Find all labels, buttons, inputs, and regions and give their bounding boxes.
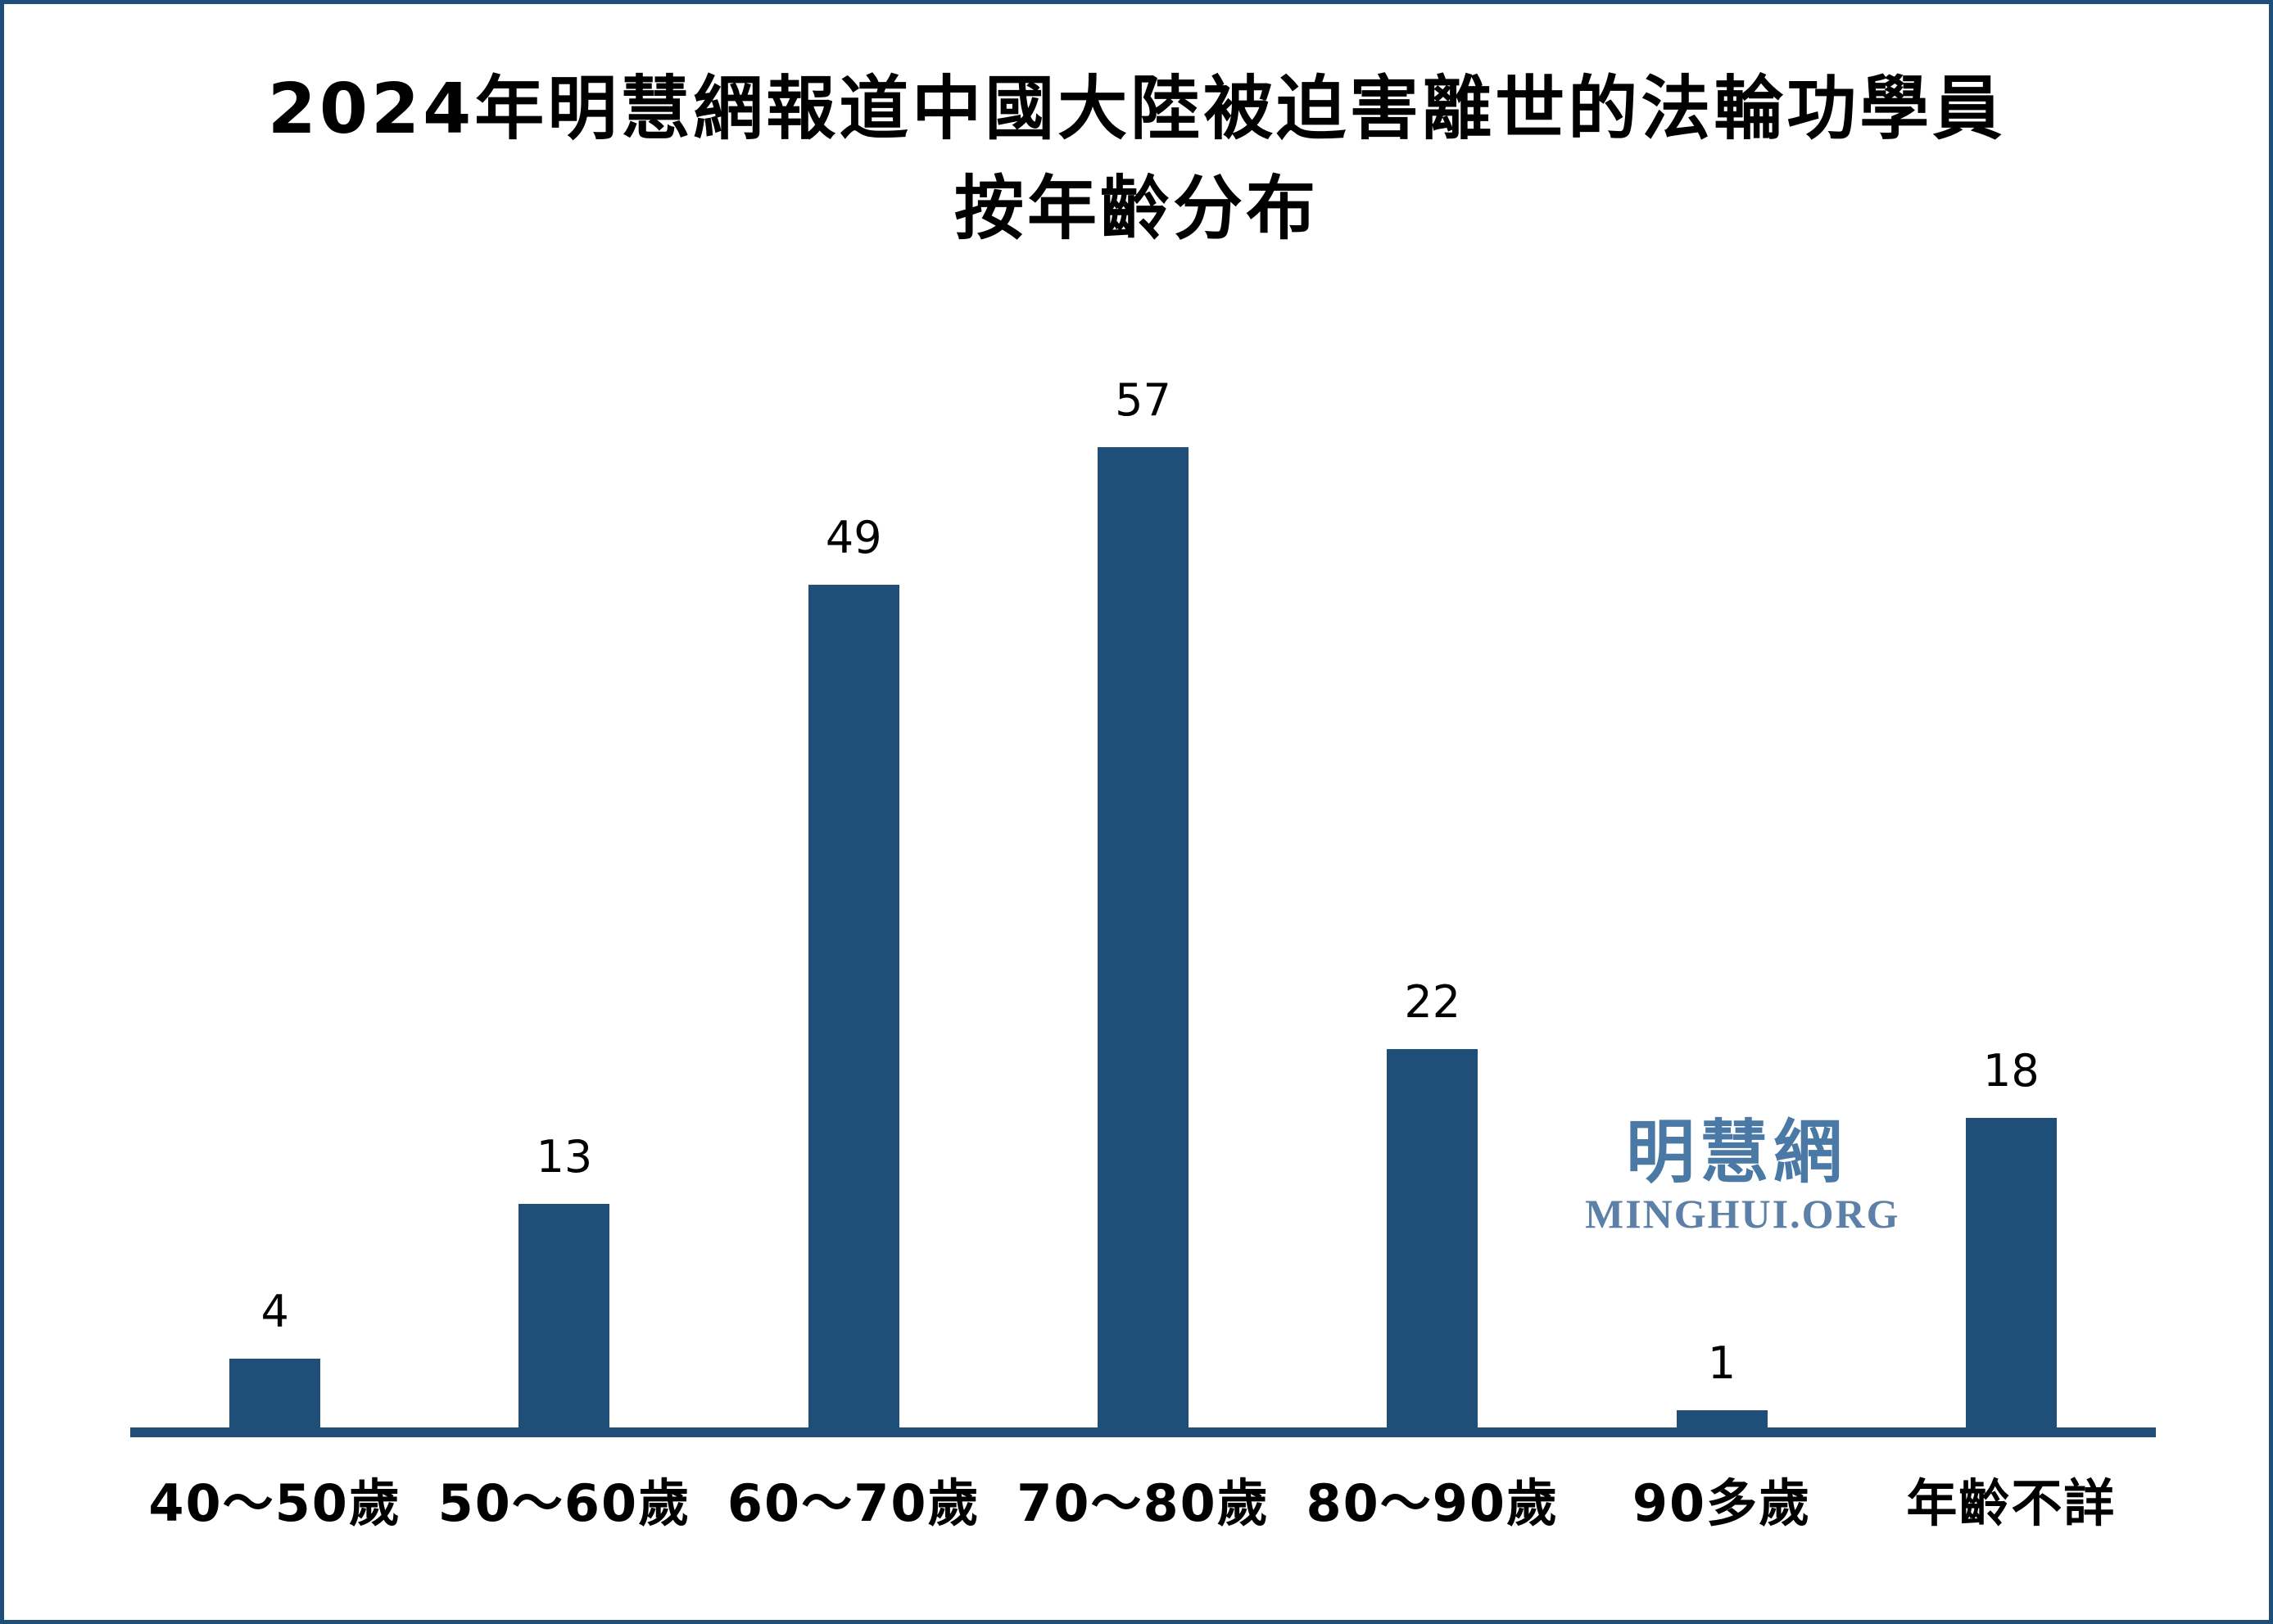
bar-value-label: 1 (1707, 1337, 1736, 1389)
bar (1965, 1118, 2057, 1427)
x-axis-label: 90多歲 (1632, 1473, 1812, 1533)
bar-column: 18 (1867, 1044, 2156, 1427)
x-axis-label: 年齡不詳 (1906, 1473, 2117, 1533)
bar (229, 1359, 321, 1427)
bar (1676, 1410, 1768, 1427)
bar-column: 49 (709, 513, 998, 1427)
minghui-watermark: 明慧網 MINGHUI.ORG (1585, 1112, 1900, 1237)
bar (1387, 1049, 1478, 1427)
bar-column: 57 (998, 373, 1288, 1427)
bar-column: 4 (130, 1287, 419, 1427)
x-axis-line (130, 1427, 2156, 1437)
minghui-logo-latin: MINGHUI.ORG (1585, 1191, 1900, 1237)
x-axis-label: 50～60歲 (437, 1473, 691, 1533)
x-axis-label: 40～50歲 (148, 1473, 401, 1533)
minghui-logo-cjk: 明慧網 (1625, 1112, 1847, 1192)
bar (808, 585, 899, 1427)
x-axis-label: 60～70歲 (727, 1473, 980, 1533)
bar-column: 22 (1288, 975, 1577, 1427)
bar-value-label: 49 (825, 511, 882, 563)
bar (1097, 447, 1189, 1427)
x-axis-labels: 40～50歲 50～60歲 60～70歲 70～80歲 80～90歲 90多歲 年齡不詳 (130, 1462, 2156, 1536)
bar-value-label: 13 (536, 1130, 593, 1183)
bar-value-label: 57 (1115, 373, 1171, 426)
x-axis-label: 70～80歲 (1017, 1473, 1270, 1533)
bar-series: 4 13 49 57 22 1 18 (130, 315, 2156, 1427)
bar-value-label: 18 (1982, 1044, 2040, 1097)
chart-title-line1: 2024年明慧網報道中國大陸被迫害離世的法輪功學員 (267, 69, 2006, 150)
bar-chart-plot-area: 4 13 49 57 22 1 18 40～50歲 50～60歲 60～70歲 70～80歲 80～… (130, 315, 2156, 1577)
bar (518, 1204, 610, 1427)
bar-column: 1 (1577, 1337, 1866, 1427)
chart-title: 2024年明慧網報道中國大陸被迫害離世的法輪功學員 按年齡分布 (4, 60, 2269, 260)
bar-value-label: 22 (1404, 975, 1461, 1028)
bar-column: 13 (419, 1130, 709, 1427)
chart-title-line2: 按年齡分布 (953, 169, 1319, 251)
bar-value-label: 4 (260, 1285, 289, 1337)
x-axis-label: 80～90歲 (1306, 1473, 1560, 1533)
